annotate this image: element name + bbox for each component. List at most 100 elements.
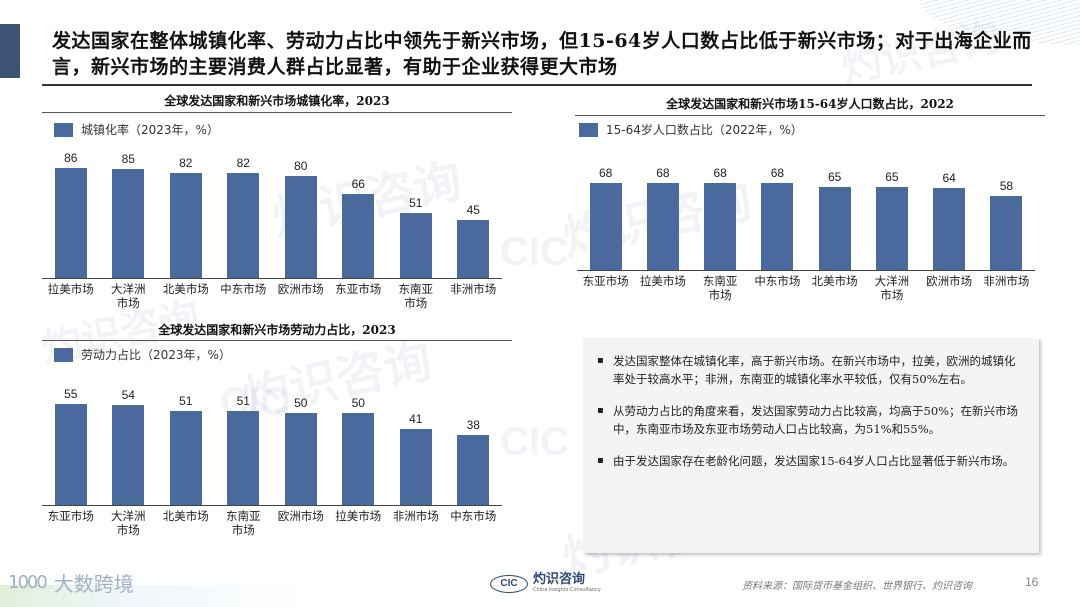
- chart-divider: [42, 112, 512, 113]
- bar: [169, 411, 202, 505]
- bar-value-label: 82: [179, 156, 193, 170]
- bar-group: 54: [112, 388, 145, 505]
- bar: [933, 188, 966, 270]
- category-label: 欧洲市场: [273, 509, 329, 523]
- bullet-icon: ▪: [597, 455, 604, 466]
- category-label-line: 欧洲市场: [926, 274, 973, 288]
- finding-item: ▪ 发达国家整体在城镇化率，高于新兴市场。在新兴市场中，拉美，欧洲的城镇化率处于…: [597, 354, 1016, 386]
- category-label-line: 大洋洲: [874, 274, 910, 288]
- bar: [227, 411, 260, 505]
- legend-label: 15-64岁人口数占比（2022年，%）: [606, 123, 803, 137]
- bar-group: 50: [342, 396, 375, 505]
- category-label-line: 中东市场: [220, 282, 267, 296]
- bar-group: 55: [54, 387, 87, 505]
- bar-group: 51: [399, 196, 432, 278]
- bar: [284, 176, 317, 278]
- bar-group: 68: [761, 166, 794, 270]
- category-label-line: 东南亚: [226, 509, 261, 523]
- category-label: 非洲市场: [445, 282, 501, 296]
- bar: [54, 404, 87, 505]
- bar: [399, 429, 432, 505]
- bar-value-label: 58: [999, 179, 1014, 193]
- bar-value-label: 51: [236, 394, 250, 408]
- category-label: 东南亚 市场: [388, 282, 444, 310]
- bar-group: 82: [169, 156, 202, 278]
- category-label: 东亚市场: [43, 509, 99, 523]
- cic-ring-icon: CIC: [490, 574, 528, 593]
- bar: [646, 183, 679, 270]
- bar: [818, 187, 851, 270]
- category-label: 北美市场: [158, 509, 214, 523]
- bar-value-label: 51: [179, 394, 193, 408]
- bar-group: 66: [342, 177, 375, 278]
- bar: [457, 435, 490, 505]
- plot-area: 68 68 68 68 65 65 64 58: [577, 160, 1035, 271]
- bar: [457, 220, 490, 278]
- bar: [342, 194, 375, 278]
- bar: [704, 183, 737, 270]
- category-label: 非洲市场: [388, 509, 444, 523]
- category-label-line: 欧洲市场: [277, 509, 324, 523]
- cic-logo: CIC 灼识咨询 China Insights Consultancy: [490, 573, 601, 594]
- chart-title: 全球发达国家和新兴市场15-64岁人口数占比，2022: [666, 97, 954, 111]
- category-label: 大洋洲 市场: [100, 509, 156, 537]
- category-label-line: 大洋洲: [111, 509, 146, 523]
- bar-group: 85: [112, 152, 145, 278]
- data-source: 资料来源：国际货币基金组织、世界银行、灼识咨询: [742, 581, 972, 592]
- bar-group: 50: [284, 396, 317, 505]
- bar-group: 68: [704, 166, 737, 270]
- finding-item: ▪ 由于发达国家存在老龄化问题，发达国家15-64岁人口占比显著低于新兴市场。: [597, 454, 1015, 468]
- bar-group: 45: [457, 203, 490, 278]
- bar: [112, 169, 145, 278]
- category-label-line: 非洲市场: [450, 282, 497, 296]
- key-findings-box: ▪ 发达国家整体在城镇化率，高于新兴市场。在新兴市场中，拉美，欧洲的城镇化率处于…: [583, 338, 1039, 553]
- category-label: 拉美市场: [635, 274, 691, 288]
- category-label: 拉美市场: [330, 509, 386, 523]
- title-divider: [42, 84, 1032, 86]
- chart-divider: [42, 340, 512, 341]
- bar-value-label: 68: [770, 166, 785, 180]
- category-label-line: 东亚市场: [582, 274, 629, 288]
- bar: [54, 168, 87, 278]
- chart-legend: 15-64岁人口数占比（2022年，%）: [579, 121, 803, 138]
- category-label: 东南亚 市场: [692, 274, 748, 302]
- x-axis: [42, 505, 502, 506]
- plot-area: 55 54 51 51 50 50 41 38: [42, 380, 502, 506]
- category-label-line: 大洋洲: [111, 282, 146, 296]
- category-label-line: 欧洲市场: [277, 282, 324, 296]
- bar-group: 51: [227, 394, 260, 505]
- category-label: 北美市场: [807, 274, 863, 288]
- category-label-line: 东亚市场: [47, 509, 94, 523]
- bar-group: 38: [457, 418, 490, 505]
- bar: [875, 187, 908, 270]
- bar-value-label: 55: [64, 387, 78, 401]
- bar-value-label: 68: [656, 166, 670, 180]
- bar-value-label: 64: [942, 171, 956, 185]
- labor-force-chart: 全球发达国家和新兴市场劳动力占比，2023 劳动力占比（2023年，%） 55 5…: [42, 318, 512, 548]
- bar-value-label: 54: [121, 388, 135, 402]
- category-label-line: 市场: [231, 523, 255, 537]
- bar-value-label: 45: [466, 203, 480, 217]
- chart-divider: [575, 115, 1045, 116]
- bar: [227, 173, 260, 278]
- category-label-line: 市场: [708, 288, 732, 302]
- category-label: 中东市场: [749, 274, 805, 288]
- category-label-line: 市场: [116, 296, 140, 310]
- cic-logo-cn: 灼识咨询: [533, 572, 586, 587]
- category-label: 欧洲市场: [921, 274, 977, 288]
- legend-label: 劳动力占比（2023年，%）: [81, 348, 231, 362]
- bar: [399, 213, 432, 278]
- category-label: 中东市场: [445, 509, 501, 523]
- finding-item: ▪ 从劳动力占比的角度来看，发达国家劳动力占比较高，均高于50%；在新兴市场中，…: [597, 404, 1019, 436]
- category-label: 东南亚 市场: [215, 509, 271, 537]
- chart-title: 全球发达国家和新兴市场劳动力占比，2023: [158, 323, 396, 337]
- category-label: 拉美市场: [43, 282, 99, 296]
- bar-value-label: 65: [885, 170, 899, 184]
- category-label: 东亚市场: [330, 282, 386, 296]
- bar-group: 58: [990, 179, 1023, 270]
- bar-group: 65: [875, 170, 908, 270]
- slide-title: 发达国家在整体城镇化率、劳动力占比中领先于新兴市场，但15-64岁人口数占比低于…: [52, 30, 1032, 78]
- category-label: 非洲市场: [978, 274, 1034, 288]
- bar-group: 86: [54, 151, 87, 278]
- bar-group: 68: [646, 166, 679, 270]
